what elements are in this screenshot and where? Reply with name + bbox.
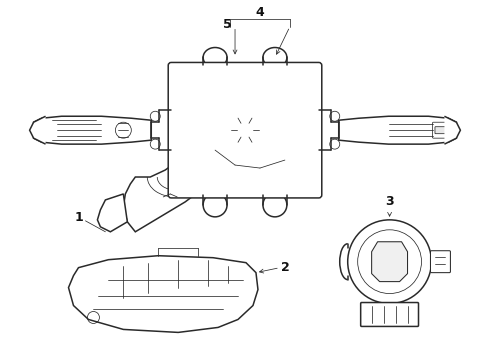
Text: 3: 3 [385,195,394,208]
Polygon shape [339,116,456,144]
Polygon shape [371,242,408,282]
FancyBboxPatch shape [361,302,418,327]
Polygon shape [34,116,151,144]
Polygon shape [29,116,46,144]
Text: 4: 4 [256,6,264,19]
Polygon shape [123,152,215,232]
FancyBboxPatch shape [435,127,446,134]
Polygon shape [98,194,127,232]
Text: 5: 5 [222,18,231,31]
FancyBboxPatch shape [431,251,450,273]
Text: 2: 2 [280,261,289,274]
FancyBboxPatch shape [168,62,322,198]
Text: 1: 1 [74,211,83,224]
Polygon shape [69,256,258,332]
Polygon shape [444,116,461,144]
FancyBboxPatch shape [433,122,449,138]
